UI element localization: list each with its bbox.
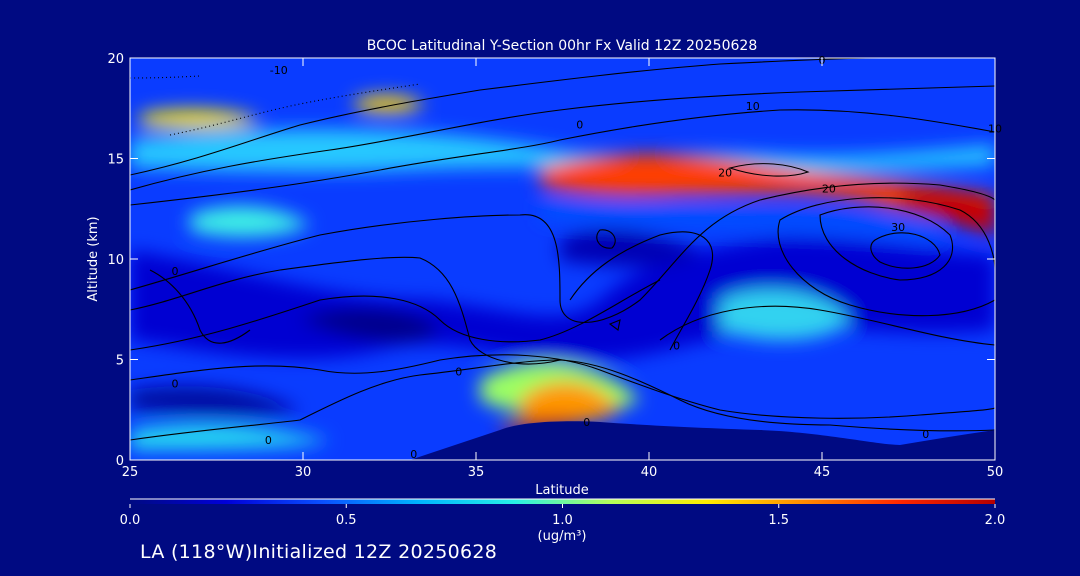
contour-label: -10 [270,64,288,77]
x-tick-label: 50 [987,465,1004,480]
colorbar-tick-label: 0.0 [120,513,141,528]
contour-lines [130,58,995,441]
contour-line-dotted [169,83,421,136]
contour-label: 0 [673,339,680,352]
contour-label: 0 [171,265,178,278]
x-tick-label: 45 [814,465,831,480]
chart-title: BCOC Latitudinal Y-Section 00hr Fx Valid… [367,38,757,54]
field-cyan-left-upper [190,206,310,237]
y-tick-label: 5 [116,354,124,369]
terrain [410,421,995,460]
colorbar-tick-label: 2.0 [985,513,1006,528]
field-orange-low [520,381,620,422]
contour-line [130,85,995,191]
contour-line [870,232,941,269]
contour-line [608,319,621,331]
field-low-surface [130,386,300,416]
footer-initialization-text: LA (118°W)Initialized 12Z 20250628 [140,541,498,563]
colorbar-unit-label: (ug/m³) [538,529,587,544]
contour-labels: -1001010020203000000000 [171,54,1002,461]
y-axis-label: Altitude (km) [86,216,101,301]
x-tick-label: 40 [641,465,658,480]
contour-line [149,269,251,344]
contour-line [130,354,995,419]
field-red-upper-center [540,154,995,230]
contour-label: 10 [988,122,1002,135]
contour-line [596,229,616,249]
colorbar-tick-label: 1.0 [552,513,573,528]
contour-line [130,256,561,365]
contour-label: 10 [746,100,760,113]
plot-area [130,58,995,460]
contour-label: 0 [922,428,929,441]
y-tick-label: 20 [107,52,124,67]
field-cyan-under-red [540,200,940,240]
contour-line [130,359,995,441]
contour-label: 30 [891,221,905,234]
contour-label: 0 [410,448,417,461]
contour-label: 0 [576,118,583,131]
x-tick-label: 30 [295,465,312,480]
contour-line [819,206,954,281]
contour-line [130,279,661,351]
contour-label: 0 [583,416,590,429]
contour-line [130,109,995,206]
contour-line-dotted [130,75,201,79]
x-axis: 25 30 35 40 45 50 [122,58,1004,480]
field-cyan-upper-band [130,129,995,173]
colorbar [130,499,995,504]
x-tick-label: 25 [122,465,139,480]
x-tick-label: 35 [468,465,485,480]
contour-line [130,58,881,176]
contour-label: 0 [455,366,462,379]
contour-line [569,231,714,351]
contour-line [659,305,995,346]
y-tick-label: 15 [107,153,124,168]
field-red-right [900,188,995,235]
contour-line [130,182,995,323]
contour-line [728,163,810,177]
y-axis: 0 5 10 15 20 [107,52,995,469]
y-tick-label: 10 [107,253,124,268]
colorbar-tick-label: 0.5 [336,513,357,528]
field-yellow-upper-left [140,109,260,129]
contour-label: 0 [171,378,178,391]
field-cyan-low-left [130,424,330,450]
field-cyan-mid-right [720,289,850,341]
x-axis-label: Latitude [535,483,589,498]
contour-label: 0 [265,434,272,447]
contour-label: 20 [822,183,836,196]
colorbar-ticks: 0.0 0.5 1.0 1.5 2.0 [120,504,1006,528]
y-tick-label: 0 [116,454,124,469]
contour-label: 20 [718,167,732,180]
colorbar-tick-label: 1.5 [768,513,789,528]
field-low-core [300,307,440,343]
